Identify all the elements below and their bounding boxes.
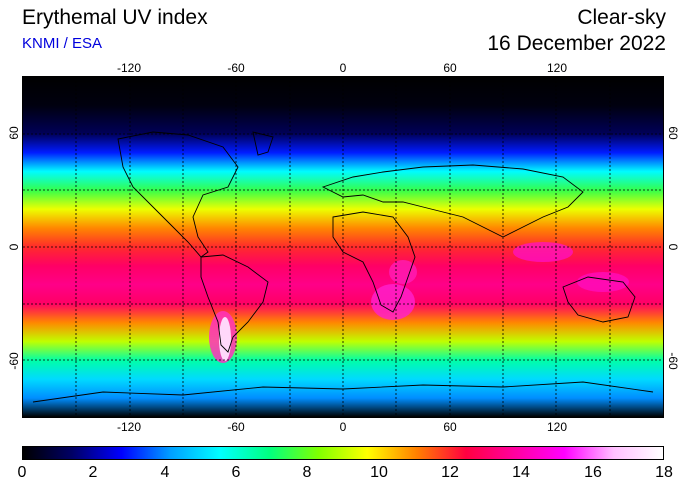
lon-tick-bottom: -120 [116,420,142,434]
north-america-outline [117,131,239,258]
lat-tick-left: 60 [7,126,21,140]
colorbar-tick: 18 [655,464,673,481]
lon-tick-bottom: -60 [227,420,245,434]
source-label: KNMI / ESA [22,35,103,52]
lon-tick-top: 0 [339,61,347,75]
uv-hotspot-africa [371,284,415,320]
uv-peak-andes [219,317,231,361]
south-america-outline [200,254,269,353]
lon-tick-top: 120 [546,61,568,75]
graticule [23,77,663,417]
lon-tick-bottom: 0 [339,420,347,434]
colorbar-tick: 6 [231,464,241,481]
uv-map-svg [23,77,663,417]
lat-tick-right: 60 [666,126,680,140]
colorbar-tick: 12 [441,464,459,481]
greenland-outline [252,131,274,156]
colorbar-tick: 0 [17,464,27,481]
lon-tick-top: -60 [227,61,245,75]
date-label: 16 December 2022 [487,32,666,55]
uv-index-map[interactable] [22,76,664,418]
condition-label: Clear-sky [577,6,666,29]
lat-tick-left: 0 [7,243,21,251]
africa-outline [332,211,416,313]
lon-tick-bottom: 60 [443,420,457,434]
colorbar-tick: 4 [160,464,170,481]
colorbar-tick: 8 [302,464,312,481]
lon-tick-bottom: 120 [546,420,568,434]
colorbar-tick: 10 [370,464,388,481]
lat-tick-left: -60 [7,352,21,370]
uv-hotspot-indonesia [513,242,573,262]
lat-tick-right: -60 [666,352,680,370]
colorbar-tick: 2 [88,464,98,481]
lat-tick-right: 0 [666,243,680,251]
lon-tick-top: -120 [116,61,142,75]
uv-colorbar [22,446,664,460]
australia-outline [562,276,636,323]
lon-tick-top: 60 [443,61,457,75]
eurasia-outline [321,164,584,238]
colorbar-tick: 16 [584,464,602,481]
map-title: Erythemal UV index [22,6,208,29]
colorbar-tick: 14 [512,464,530,481]
